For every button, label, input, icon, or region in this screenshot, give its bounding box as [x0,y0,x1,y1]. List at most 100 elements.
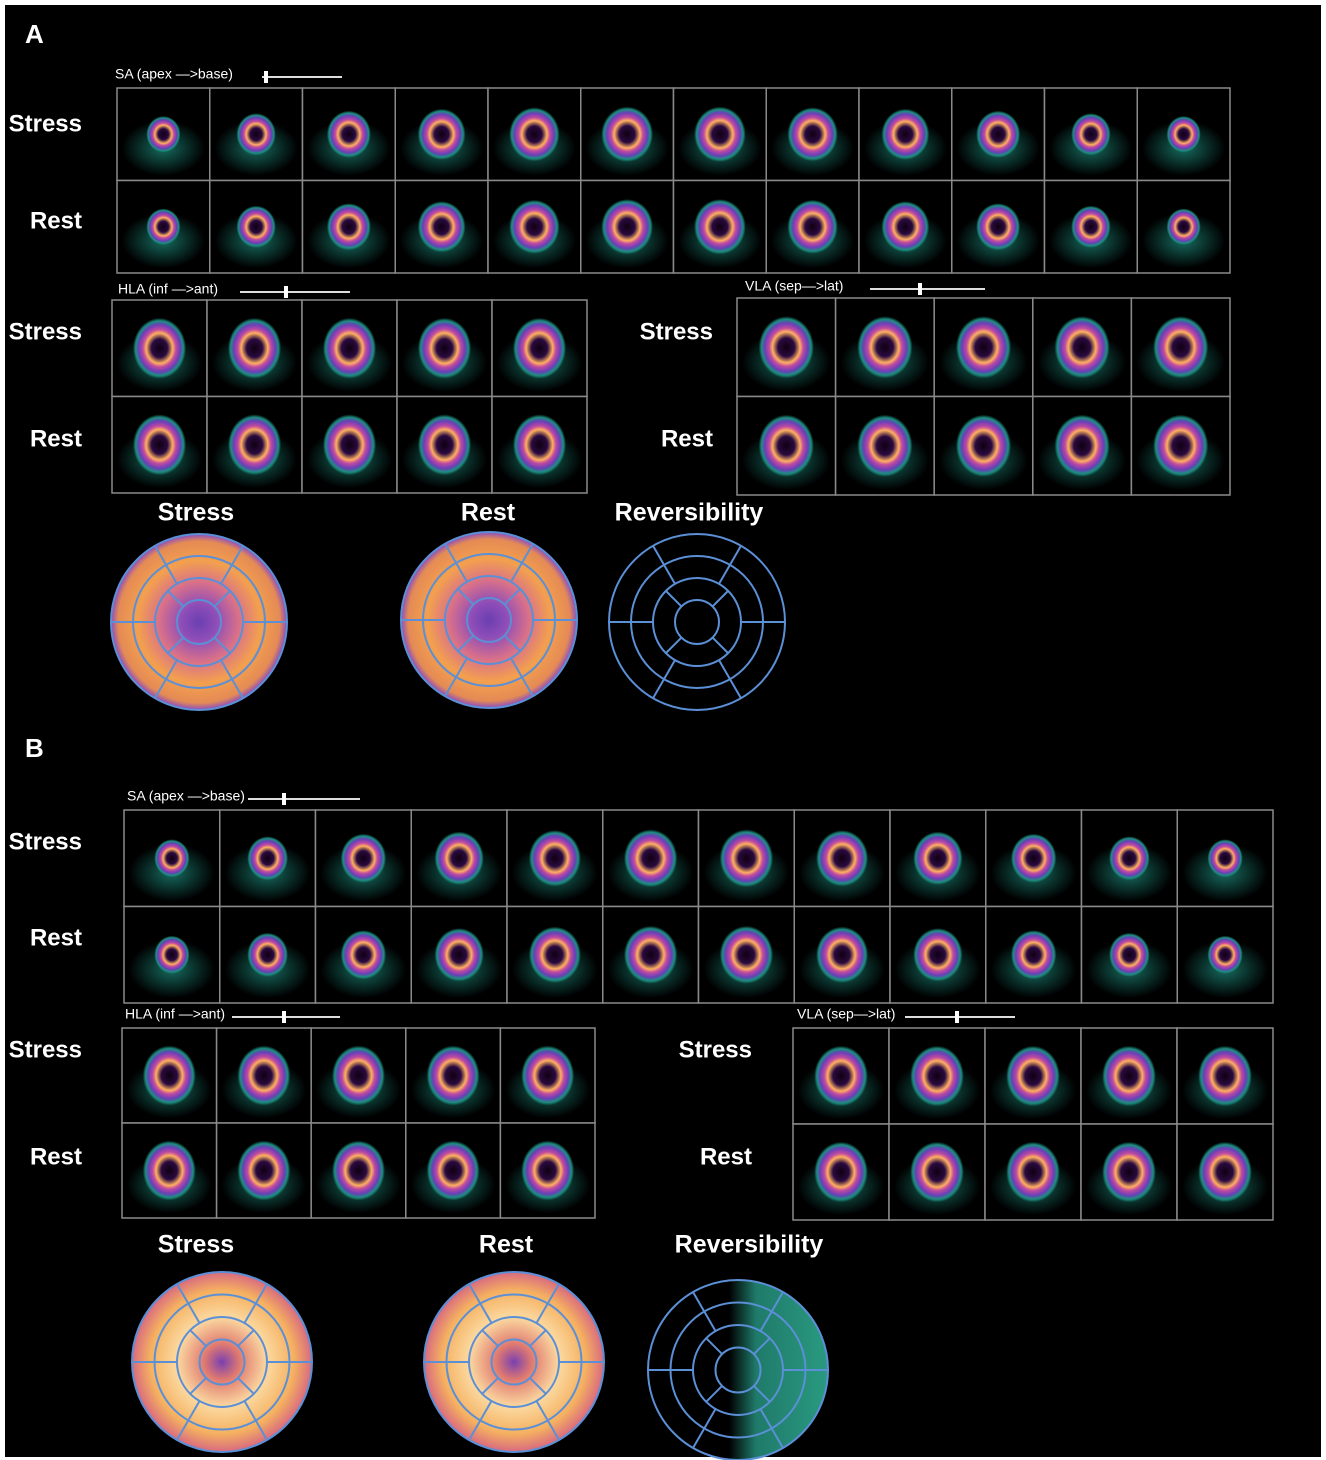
myocardium [340,930,387,980]
row-label: Stress [640,318,713,345]
myocardium [1198,1045,1252,1107]
myocardium [322,317,377,379]
row-label: Stress [9,318,82,345]
row-label: Rest [30,924,82,951]
myocardium [237,1140,291,1201]
polar-spoke [176,1400,201,1441]
polar-spoke [718,659,742,699]
polar-ring [674,599,720,645]
row-label: Rest [661,425,713,452]
myocardium [417,414,472,476]
myocardium [417,317,472,379]
myocardium [816,830,869,887]
myocardium [340,833,387,883]
myocardium [719,829,774,888]
myocardium [1207,935,1243,974]
polar-title: Rest [461,499,516,527]
myocardium [521,1140,575,1201]
panel-letter: A [25,19,44,49]
myocardium [332,1140,385,1201]
polar-spoke [665,636,683,654]
myocardium [955,414,1012,477]
myocardium [1054,316,1110,379]
polar-spoke [167,636,185,654]
myocardium [787,107,838,162]
polar-spoke [510,543,534,583]
myocardium [1153,414,1209,477]
myocardium [976,110,1021,158]
polar-ring [176,599,222,645]
polar-spoke [692,1291,717,1332]
myocardium [1109,932,1150,977]
myocardium [236,205,276,248]
myocardium [913,928,963,982]
polar-spoke [468,1400,493,1441]
myocardium [142,1045,196,1106]
myocardium [814,1141,868,1203]
polar-spoke [753,1337,771,1355]
myocardium [237,1045,291,1106]
myocardium [332,1045,385,1106]
view-label: SA (apex —>base) [115,66,233,82]
row-label: Stress [9,1036,82,1063]
myocardium [236,113,276,156]
myocardium [326,203,371,251]
polar-spoke [444,543,468,583]
polar-spoke [510,657,534,697]
polar-title: Reversibility [675,1231,824,1259]
myocardium [1071,205,1111,248]
polar-ring [490,1338,538,1386]
polar-spoke [705,1385,723,1403]
row-label: Rest [30,1143,82,1170]
polar-spoke [220,545,244,585]
myocardium [509,199,560,254]
polar-spoke [535,1400,560,1441]
polar-spoke [711,590,729,608]
myocardium [1102,1045,1156,1107]
myocardium [719,925,774,984]
myocardium [434,831,484,885]
polar-ring [466,597,512,643]
view-label: VLA (sep—>lat) [797,1006,895,1022]
polar-title: Reversibility [615,499,764,527]
myocardium [1054,414,1110,477]
polar-spoke [718,545,742,585]
polar-spoke [213,590,231,608]
polar-map [132,1272,312,1452]
polar-spoke [457,634,475,652]
myocardium [955,316,1012,379]
polar-spoke [753,1385,771,1403]
slider-knob [282,1011,286,1023]
myocardium [1006,1141,1060,1203]
myocardium [247,932,288,977]
polar-spoke [481,1329,499,1347]
polar-spoke [692,1408,717,1449]
myocardium [322,414,377,476]
myocardium [1198,1141,1252,1203]
myocardium [417,108,466,160]
polar-ring [198,1338,246,1386]
view-label: VLA (sep—>lat) [745,278,843,294]
myocardium [693,199,746,255]
myocardium [146,208,181,246]
myocardium [247,836,288,881]
myocardium [154,935,190,974]
polar-spoke [189,1377,207,1395]
myocardium [881,108,930,160]
view-label: SA (apex —>base) [127,788,245,804]
myocardium [623,925,678,984]
myocardium [512,317,567,379]
myocardium [816,926,869,983]
myocardium [434,928,484,982]
polar-spoke [237,1329,255,1347]
myocardium [881,201,930,253]
myocardium [758,316,814,379]
myocardium [857,414,913,477]
row-label: Rest [30,425,82,452]
polar-spoke [243,1283,268,1324]
slider-knob [284,286,288,298]
myocardium [787,199,838,254]
myocardium [1010,833,1057,883]
myocardium [1006,1045,1060,1107]
polar-spoke [705,1337,723,1355]
